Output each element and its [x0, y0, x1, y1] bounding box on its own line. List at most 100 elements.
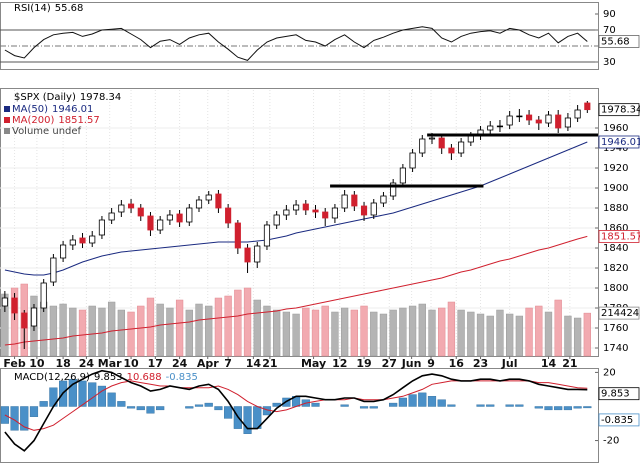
value-tag: 1978.34: [601, 105, 640, 116]
volume-bar: [69, 307, 77, 357]
volume-bar: [59, 303, 67, 357]
x-tick-label: Apr: [197, 357, 219, 370]
x-tick-label: 17: [148, 357, 163, 370]
candle-body: [195, 199, 203, 209]
volume-bar: [535, 305, 543, 357]
candle-body: [1, 297, 8, 307]
x-tick-label: Feb: [3, 357, 26, 370]
signal-line: [4, 380, 588, 431]
volume-bar: [486, 315, 494, 357]
macd-histogram-bar: [117, 401, 126, 407]
candle-body: [574, 109, 581, 119]
macd-histogram-bar: [185, 406, 194, 409]
macd-histogram-bar: [554, 406, 563, 411]
legend-entry: MACD(12,26,9) 9.853 10.688 -0.835: [14, 372, 198, 383]
x-tick-label: 24: [172, 357, 188, 370]
value-tag: 9.853: [601, 389, 630, 400]
value-tag-box: [598, 230, 640, 243]
x-tick-label: 27: [382, 357, 397, 370]
value-tag-box: [598, 306, 640, 320]
volume-bar: [243, 287, 252, 357]
rsi-panel: [0, 2, 599, 70]
legend-text: 1946.01: [52, 104, 93, 115]
volume-bar: [49, 305, 58, 357]
volume-bar: [447, 301, 456, 357]
candle-body: [50, 257, 57, 283]
x-tick-label: Jun: [401, 357, 422, 370]
volume-bar: [525, 307, 533, 357]
candle-body: [419, 138, 426, 154]
volume-bar: [331, 311, 339, 357]
value-tag-box: [598, 103, 640, 117]
macd-histogram-bar: [311, 402, 320, 407]
rsi-line: [4, 26, 588, 61]
x-tick-label: 10: [123, 357, 139, 370]
volume-bar: [476, 313, 485, 357]
legend-text: 1851.57: [58, 115, 99, 126]
macd-histogram-bar: [447, 404, 456, 407]
value-tag: 2144243: [601, 308, 640, 319]
macd-histogram-bar: [97, 385, 107, 407]
legend-entry: RSI(14) 55.68: [14, 3, 83, 14]
candle-body: [137, 207, 144, 217]
macd-histogram-bar: [29, 406, 39, 417]
candle-body: [390, 182, 397, 197]
legend-text: -0.835: [166, 372, 198, 383]
candle-body: [564, 117, 571, 128]
candle-body: [341, 194, 348, 209]
candle-body: [186, 207, 193, 223]
macd-line: [4, 369, 588, 452]
y-tick-label: 1820: [603, 263, 628, 274]
candle-body: [234, 222, 241, 249]
candle-body: [69, 239, 76, 246]
y-tick-label: 1880: [603, 203, 628, 214]
volume-bar: [389, 309, 397, 357]
candle-body: [11, 297, 18, 314]
legend-text: RSI(14): [14, 3, 51, 14]
candle-body: [147, 215, 154, 231]
macd-histogram-bar: [437, 399, 446, 407]
volume-bar: [515, 315, 524, 357]
volume-bar: [137, 305, 145, 357]
candle-body: [545, 114, 552, 124]
macd-histogram-bar: [359, 406, 369, 409]
volume-bar: [205, 305, 213, 357]
candle-body: [108, 212, 115, 221]
macd-histogram-bar: [476, 404, 485, 407]
volume-bar: [10, 287, 19, 357]
volume-bar: [370, 311, 378, 357]
volume-bar: [408, 305, 417, 357]
value-tag-box: [598, 413, 640, 427]
legend-text: $SPX (Daily): [14, 92, 76, 103]
volume-bar: [273, 309, 281, 357]
candle-body: [448, 147, 455, 154]
volume-bar: [78, 309, 87, 357]
candle-body: [312, 209, 319, 213]
volume-bar: [360, 305, 368, 357]
volume-bar: [156, 303, 164, 357]
legend-text: 1978.34: [80, 92, 121, 103]
volume-bar: [399, 307, 407, 357]
volume-bar: [175, 299, 184, 357]
volume-bar: [253, 299, 261, 357]
volume-bar: [506, 313, 514, 357]
moving-average: [4, 141, 588, 276]
macd-histogram-bar: [39, 401, 48, 407]
candle-body: [244, 247, 251, 263]
legend-text: MA(200): [12, 115, 54, 126]
macd-histogram-bar: [20, 406, 29, 431]
candle-body: [166, 214, 173, 221]
volume-bar: [282, 311, 291, 357]
volume-bar: [321, 305, 329, 357]
value-tag-box: [598, 387, 640, 401]
candle-body: [89, 235, 96, 244]
candle-body: [283, 209, 290, 216]
candle-body: [293, 204, 300, 211]
macd-histogram-bar: [78, 380, 87, 407]
volume-bar: [292, 313, 300, 357]
volume-bar: [127, 311, 135, 357]
macd-histogram-bar: [505, 404, 514, 407]
y-tick-label: 1920: [603, 163, 628, 174]
value-tag: 55.68: [601, 36, 630, 47]
